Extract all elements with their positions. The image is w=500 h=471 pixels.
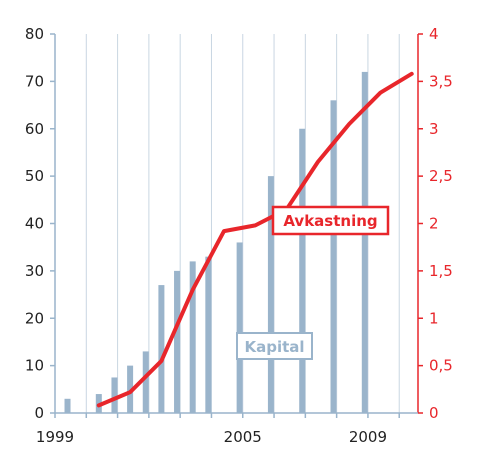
kapital-bar xyxy=(205,256,212,413)
right-tick-label: 3,5 xyxy=(429,72,453,90)
avkastning-label: Avkastning xyxy=(271,205,390,236)
right-tick-label: 4 xyxy=(429,25,439,43)
kapital-bar xyxy=(299,128,306,413)
kapital-bar xyxy=(111,377,118,413)
left-tick-label: 30 xyxy=(25,262,44,280)
left-tick-label: 20 xyxy=(25,309,44,327)
kapital-bar xyxy=(64,398,71,413)
left-axis-tick-labels: 0 10 20 30 40 50 60 70 80 xyxy=(25,25,44,422)
kapital-bar xyxy=(174,270,181,413)
kapital-bar xyxy=(127,365,134,413)
x-tick-label: 2009 xyxy=(349,428,387,446)
kapital-bar xyxy=(189,261,196,413)
kapital-bar xyxy=(330,100,337,413)
right-tick-label: 0,5 xyxy=(429,357,453,375)
left-tick-label: 50 xyxy=(25,167,44,185)
right-tick-label: 0 xyxy=(429,404,439,422)
axis-ticks xyxy=(50,33,423,418)
left-tick-label: 70 xyxy=(25,72,44,90)
kapital-label-text: Kapital xyxy=(244,338,304,356)
kapital-bar xyxy=(267,176,274,413)
avkastning-line xyxy=(96,71,414,408)
kapital-bar xyxy=(158,285,165,413)
right-tick-label: 3 xyxy=(429,120,439,138)
right-tick-label: 2 xyxy=(429,215,439,233)
left-tick-label: 0 xyxy=(34,404,44,422)
avkastning-label-text: Avkastning xyxy=(283,212,377,230)
left-tick-label: 10 xyxy=(25,357,44,375)
kapital-bar xyxy=(142,351,149,413)
right-tick-label: 1,5 xyxy=(429,262,453,280)
x-axis-tick-labels: 1999 2005 2009 xyxy=(36,428,387,446)
right-tick-label: 1 xyxy=(429,309,439,327)
left-tick-label: 60 xyxy=(25,120,44,138)
left-tick-label: 80 xyxy=(25,25,44,43)
x-tick-label: 2005 xyxy=(224,428,262,446)
kapital-label-box xyxy=(236,332,313,360)
kapital-bars xyxy=(64,71,368,414)
kapital-bar xyxy=(361,71,368,414)
kapital-label: Kapital xyxy=(236,332,313,360)
avkastning-label-box xyxy=(271,205,390,236)
right-axis-tick-labels: 0 0,5 1 1,5 2 2,5 3 3,5 4 xyxy=(429,25,453,422)
x-tick-label: 1999 xyxy=(36,428,74,446)
right-tick-label: 2,5 xyxy=(429,167,453,185)
kapital-bar xyxy=(236,242,243,413)
left-tick-label: 40 xyxy=(25,215,44,233)
